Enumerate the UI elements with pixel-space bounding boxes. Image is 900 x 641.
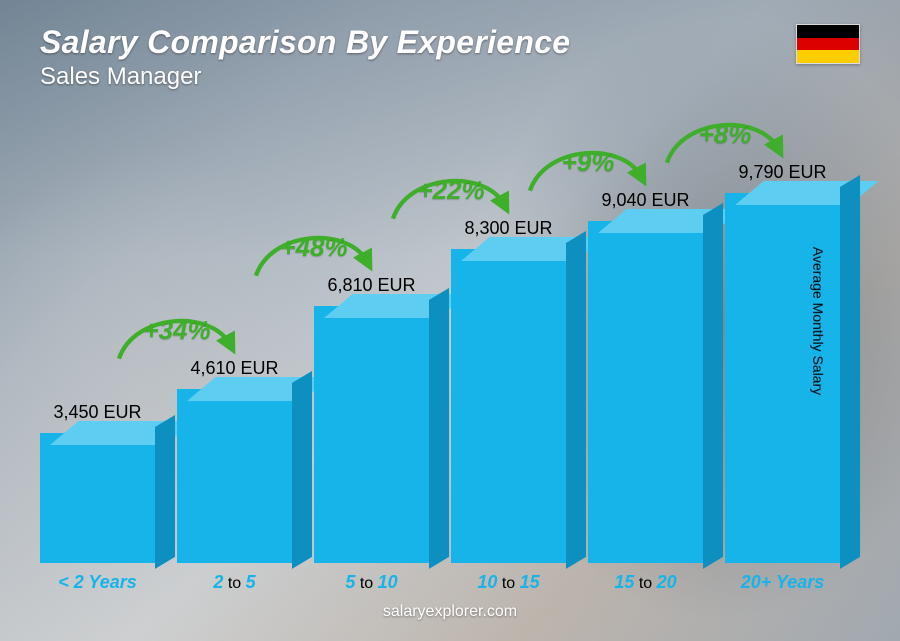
bar-value-label: 9,040 EUR	[601, 190, 689, 211]
y-axis-label: Average Monthly Salary	[810, 246, 826, 394]
bar-column: 3,450 EUR< 2 Years	[40, 402, 155, 563]
bar-side	[429, 288, 449, 569]
bar-side	[840, 175, 860, 569]
bar	[451, 249, 566, 563]
bar-column: 9,040 EUR15 to 20+9%	[588, 190, 703, 563]
bar-side	[155, 415, 175, 569]
increase-pct-label: +9%	[562, 147, 615, 178]
header: Salary Comparison By Experience Sales Ma…	[40, 24, 860, 91]
flag-stripe-1	[797, 25, 859, 38]
increase-pct-label: +48%	[280, 232, 347, 263]
country-flag-icon	[796, 24, 860, 64]
bar	[314, 306, 429, 563]
bar-front	[177, 389, 292, 563]
footer-attribution: salaryexplorer.com	[40, 603, 860, 621]
bar-value-label: 3,450 EUR	[53, 402, 141, 423]
bar	[40, 433, 155, 563]
chart-subtitle: Sales Manager	[40, 63, 570, 91]
bar-front	[451, 249, 566, 563]
flag-stripe-2	[797, 38, 859, 51]
bar-side	[703, 203, 723, 569]
category-label: < 2 Years	[58, 572, 137, 593]
category-label: 5 to 10	[345, 572, 397, 593]
bar	[177, 389, 292, 563]
bar-side	[292, 371, 312, 569]
title-block: Salary Comparison By Experience Sales Ma…	[40, 24, 570, 91]
increase-pct-label: +34%	[143, 315, 210, 346]
bar-value-label: 4,610 EUR	[190, 358, 278, 379]
bar-value-label: 6,810 EUR	[327, 275, 415, 296]
chart-area: 3,450 EUR< 2 Years4,610 EUR2 to 5+34%6,8…	[40, 101, 860, 563]
bars-row: 3,450 EUR< 2 Years4,610 EUR2 to 5+34%6,8…	[40, 101, 840, 563]
increase-pct-label: +22%	[417, 175, 484, 206]
category-label: 2 to 5	[213, 572, 255, 593]
increase-pct-label: +8%	[699, 119, 752, 150]
bar-front	[588, 221, 703, 563]
bar-front	[40, 433, 155, 563]
flag-stripe-3	[797, 50, 859, 63]
bar-value-label: 9,790 EUR	[738, 162, 826, 183]
bar-side	[566, 231, 586, 569]
bar	[588, 221, 703, 563]
bar-column: 6,810 EUR5 to 10+48%	[314, 275, 429, 563]
category-label: 10 to 15	[477, 572, 539, 593]
category-label: 20+ Years	[741, 572, 825, 593]
chart-container: Salary Comparison By Experience Sales Ma…	[0, 0, 900, 641]
category-label: 15 to 20	[614, 572, 676, 593]
bar-value-label: 8,300 EUR	[464, 218, 552, 239]
chart-title: Salary Comparison By Experience	[40, 24, 570, 61]
bar-front	[314, 306, 429, 563]
bar-column: 4,610 EUR2 to 5+34%	[177, 358, 292, 563]
bar-column: 8,300 EUR10 to 15+22%	[451, 218, 566, 563]
